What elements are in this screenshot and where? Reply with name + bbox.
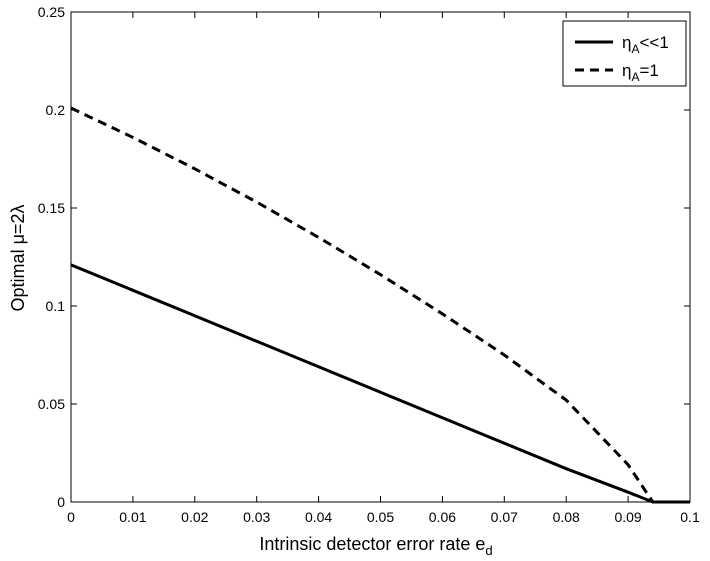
- x-tick-label: 0.05: [367, 509, 394, 525]
- x-tick-label: 0.02: [181, 509, 208, 525]
- x-tick-label: 0.03: [243, 509, 270, 525]
- y-axis-title: Optimal μ=2λ: [8, 205, 28, 312]
- series-line-solid: [70, 263, 690, 504]
- x-tick-label: 0.04: [305, 509, 332, 525]
- x-tick-label: 0.09: [614, 509, 641, 525]
- x-tick-label: 0: [67, 509, 75, 525]
- x-tick-label: 0.06: [429, 509, 456, 525]
- legend-box: [562, 20, 687, 87]
- legend-label-eta-a-ll-1: ηA<<1: [622, 33, 669, 56]
- y-tick-label: 0.05: [38, 396, 65, 412]
- x-tick-label: 0.01: [119, 509, 146, 525]
- x-tick-label: 0.1: [680, 509, 700, 525]
- y-tick-label: 0.25: [38, 4, 65, 20]
- y-tick-label: 0.1: [46, 298, 66, 314]
- series-layer: [70, 106, 690, 504]
- series-line-dashed: [70, 106, 690, 504]
- y-tick-label: 0.15: [38, 200, 65, 216]
- y-tick-label: 0: [57, 494, 65, 510]
- x-axis-title: Intrinsic detector error rate ed: [259, 534, 492, 558]
- legend: ηA<<1 ηA=1: [562, 20, 687, 87]
- x-axis: 0 0.01 0.02 0.03 0.04 0.05 0.06 0.07 0.08 0.09 0.1: [67, 12, 700, 525]
- x-tick-label: 0.08: [553, 509, 580, 525]
- legend-label-eta-a-eq-1: ηA=1: [622, 61, 659, 84]
- x-tick-label: 0.07: [491, 509, 518, 525]
- y-tick-label: 0.2: [46, 102, 66, 118]
- y-axis: 0 0.05 0.1 0.15 0.2 0.25: [38, 4, 690, 510]
